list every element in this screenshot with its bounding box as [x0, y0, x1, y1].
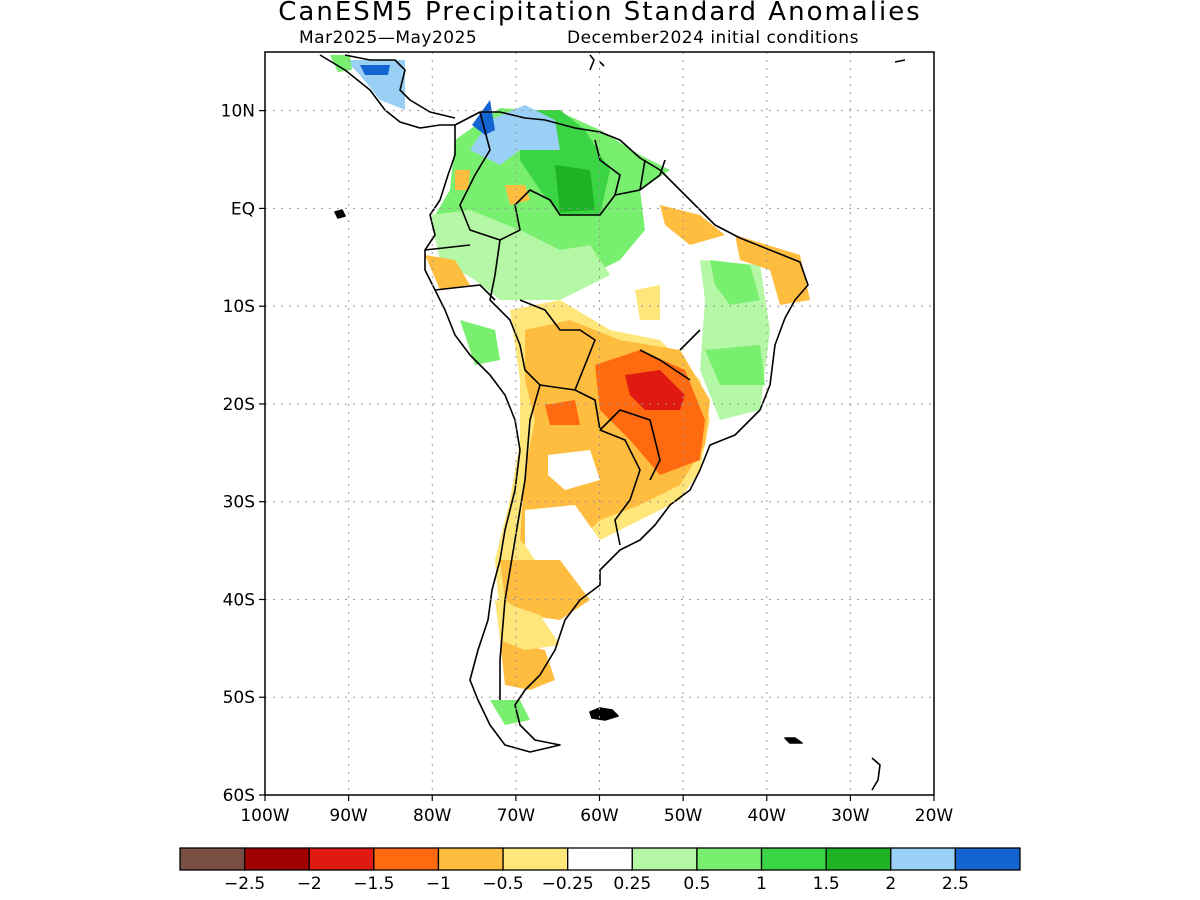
wet-anomaly-orinoco — [555, 165, 595, 212]
legend-label: 0.5 — [683, 874, 710, 894]
dry-anomaly-patagonia — [500, 560, 590, 620]
initial-conditions: December2024 initial conditions — [567, 28, 859, 48]
legend-label: −0.25 — [542, 874, 594, 894]
lon-tick-label: 30W — [831, 806, 870, 826]
legend-swatch — [631, 847, 698, 871]
legend-swatch — [437, 847, 504, 871]
legend-label: −1 — [426, 874, 451, 894]
wet-anomaly-bahia — [705, 345, 765, 385]
forecast-period: Mar2025—May2025 — [299, 28, 478, 48]
dry-anomaly-patagonia-light — [495, 600, 560, 650]
galapagos-islands — [334, 209, 346, 219]
legend-label: 1 — [756, 874, 767, 894]
legend-label: 2 — [885, 874, 896, 894]
country-borders — [424, 111, 666, 700]
lon-tick-label: 90W — [329, 806, 368, 826]
map-frame — [264, 51, 935, 796]
wet-anomaly-ne-brazil-core — [710, 260, 760, 305]
lat-tick-label: 50S — [223, 688, 255, 708]
lon-tick-label: 80W — [413, 806, 452, 826]
caribbean-islands — [589, 54, 906, 71]
lat-tick-label: 20S — [223, 395, 255, 415]
lat-tick-label: EQ — [231, 199, 255, 219]
legend-label: −1.5 — [353, 874, 394, 894]
legend-swatch — [954, 847, 1021, 871]
legend-swatch — [308, 847, 375, 871]
lon-tick-label: 60W — [580, 806, 619, 826]
central-america-coastline — [319, 54, 456, 129]
dry-anomaly-ne-coast — [735, 235, 810, 305]
legend-swatch — [373, 847, 440, 871]
lat-tick-label: 30S — [223, 493, 255, 513]
lon-tick-label: 50W — [664, 806, 703, 826]
dry-anomaly-nw-colombia — [455, 170, 470, 190]
dry-anomaly-severe — [625, 370, 685, 410]
legend-label: −2 — [297, 874, 322, 894]
dry-anomaly-ecuador — [425, 255, 470, 290]
chart-title: CanESM5 Precipitation Standard Anomalies — [278, 0, 922, 27]
atlantic-islands — [871, 757, 881, 791]
legend-label: −0.5 — [482, 874, 523, 894]
dry-anomaly-pacific-amazon — [505, 185, 530, 205]
dry-anomaly-chaco — [545, 400, 580, 425]
wet-anomaly-central-america — [345, 60, 405, 110]
south-america-coastline — [424, 111, 809, 753]
wet-anomaly-central-america-core — [360, 65, 390, 75]
legend-swatch — [243, 847, 310, 871]
falkland-islands — [589, 707, 619, 721]
land-outlines — [319, 54, 906, 791]
dry-anomaly-amapa — [660, 205, 725, 245]
color-legend: −2.5 −2 −1.5 −1 −0.5 −0.25 0.25 0.5 1 1.5 2 2.5 — [179, 847, 1021, 894]
legend-swatch — [696, 847, 763, 871]
south-georgia — [784, 737, 803, 744]
anomaly-shading — [330, 55, 810, 725]
legend-swatch — [760, 847, 827, 871]
lat-tick-label: 10N — [221, 102, 255, 122]
lon-tick-label: 20W — [915, 806, 954, 826]
dry-anomaly-patagonia-south — [500, 640, 555, 690]
legend-swatch — [567, 847, 633, 871]
legend-label: −2.5 — [224, 874, 265, 894]
legend-swatch — [502, 847, 569, 871]
lon-tick-label: 100W — [240, 806, 289, 826]
lon-tick-label: 40W — [748, 806, 787, 826]
legend-swatch — [890, 847, 957, 871]
legend-label: 1.5 — [813, 874, 840, 894]
lat-tick-label: 40S — [223, 590, 255, 610]
wet-anomaly-panama — [330, 55, 352, 72]
lon-tick-label: 70W — [497, 806, 536, 826]
wet-anomaly-maracaibo — [472, 100, 495, 135]
wet-anomaly-peru — [460, 320, 500, 365]
neutral-patch-argentina — [548, 450, 600, 490]
legend-label: 2.5 — [942, 874, 969, 894]
legend-label: 0.25 — [613, 874, 651, 894]
brazil-state-lines — [639, 329, 701, 381]
lat-tick-label: 10S — [223, 297, 255, 317]
dry-anomaly-strong — [595, 350, 705, 475]
lat-tick-label: 60S — [223, 786, 255, 806]
wet-anomaly-tierra-del-fuego — [490, 700, 530, 725]
legend-swatch — [179, 847, 246, 871]
dry-anomaly-central-brazil — [635, 285, 660, 320]
legend-swatch — [825, 847, 892, 871]
